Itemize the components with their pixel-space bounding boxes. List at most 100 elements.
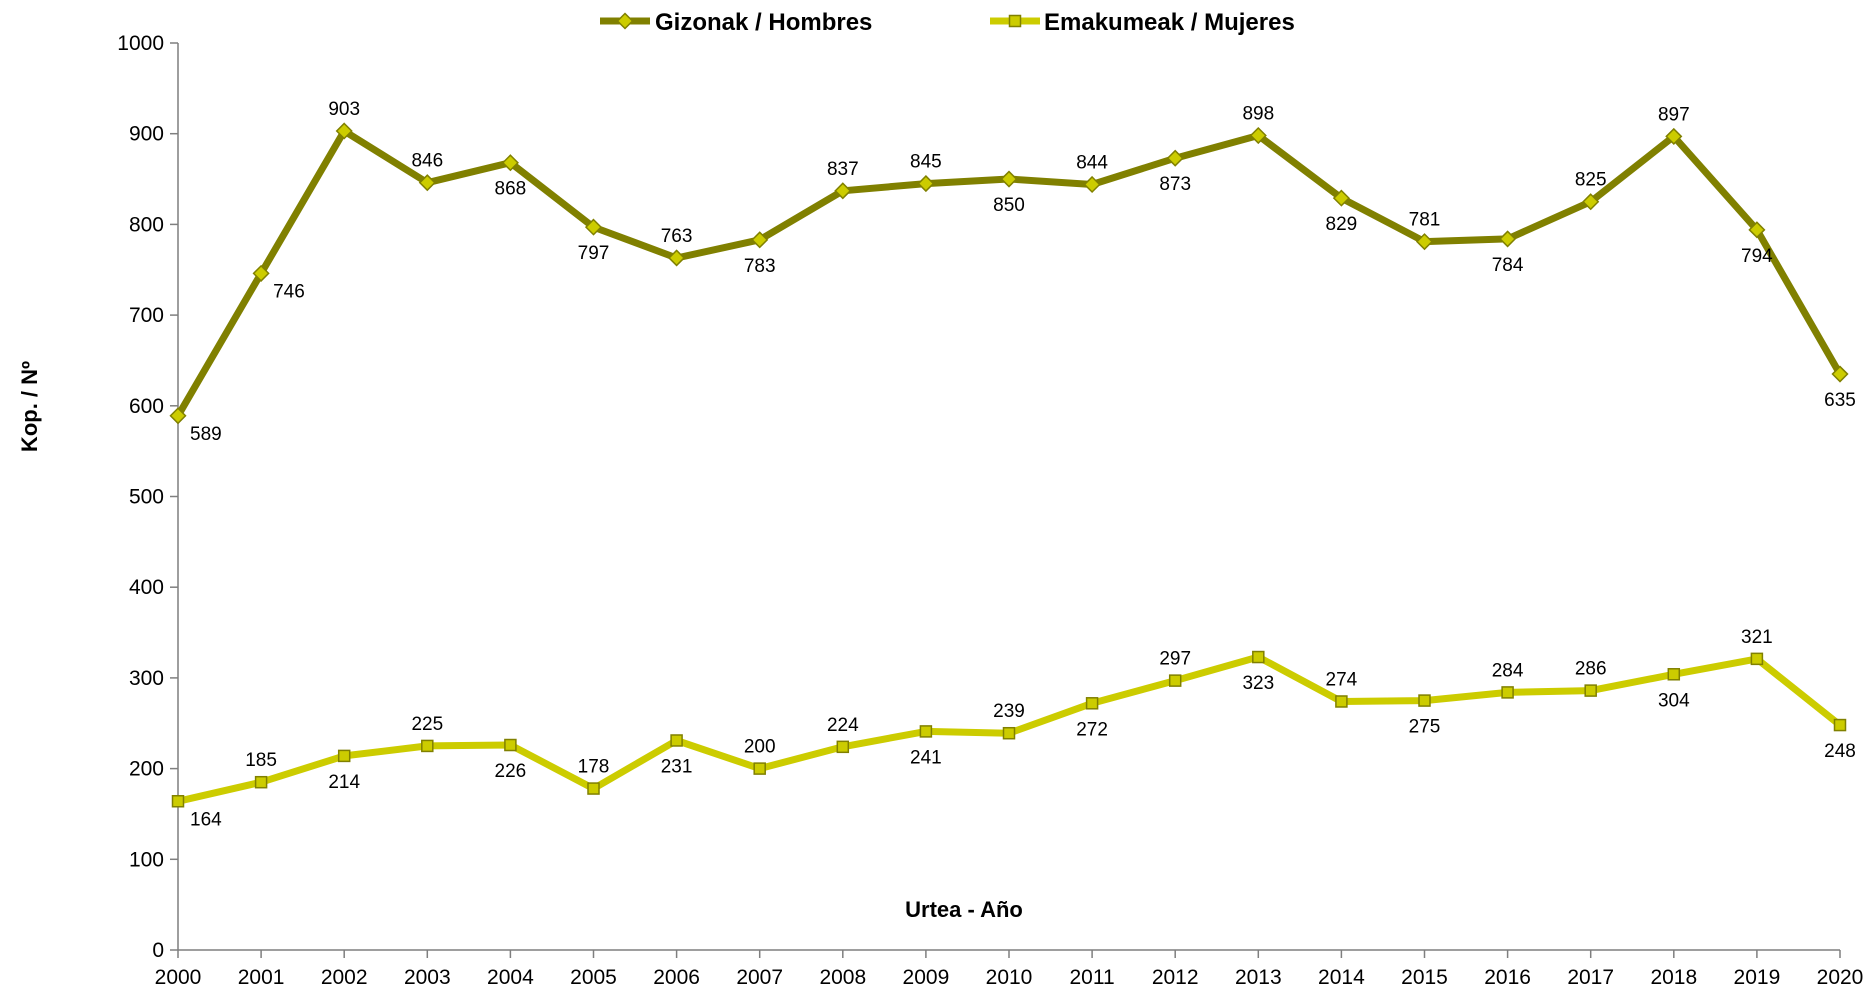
mujeres-point [753, 762, 766, 775]
hombres-data-label: 784 [1492, 255, 1524, 276]
legend-label: Emakumeak / Mujeres [1044, 9, 1295, 36]
hombres-point [584, 218, 603, 236]
y-tick-label: 1000 [117, 32, 164, 55]
mujeres-data-label: 200 [744, 737, 776, 758]
hombres-data-label: 829 [1326, 214, 1358, 235]
hombres-point [1083, 175, 1101, 194]
hombres-data-label: 846 [411, 151, 443, 172]
y-tick-label: 200 [129, 758, 164, 781]
x-tick-label: 2012 [1152, 966, 1199, 989]
hombres-data-label: 868 [495, 179, 527, 200]
x-tick-label: 2004 [487, 966, 534, 989]
x-tick-label: 2000 [155, 966, 202, 989]
x-tick-label: 2009 [903, 966, 950, 989]
y-tick-label: 900 [129, 123, 164, 146]
x-tick-label: 2007 [736, 966, 783, 989]
mujeres-data-label: 248 [1824, 741, 1856, 762]
hombres-point [1665, 127, 1683, 145]
mujeres-data-label: 284 [1492, 660, 1524, 681]
hombres-point [1582, 193, 1600, 211]
mujeres-point [1085, 697, 1099, 710]
mujeres-data-label: 226 [495, 761, 527, 782]
y-tick-label: 300 [129, 667, 164, 690]
hombres-point [1415, 233, 1434, 251]
hombres-data-label: 794 [1741, 246, 1773, 267]
y-tick-label: 400 [129, 576, 164, 599]
hombres-data-label: 589 [190, 424, 222, 445]
hombres-point [335, 122, 353, 140]
hombres-point [1332, 189, 1350, 207]
hombres-point [1249, 126, 1267, 145]
hombres-data-label: 783 [744, 256, 776, 277]
hombres-data-label: 845 [910, 152, 942, 173]
x-tick-label: 2008 [819, 966, 866, 989]
mujeres-point [836, 740, 850, 754]
y-tick-label: 100 [129, 848, 164, 871]
hombres-point [169, 407, 187, 425]
x-tick-label: 2002 [321, 966, 368, 989]
mujeres-point [1501, 686, 1514, 699]
x-tick-label: 2011 [1070, 966, 1115, 989]
mujeres-data-label: 164 [190, 809, 222, 830]
hombres-point [1499, 230, 1517, 248]
hombres-data-label: 797 [578, 243, 610, 264]
hombres-point [1166, 149, 1184, 167]
hombres-point [1000, 170, 1018, 188]
mujeres-data-label: 323 [1242, 673, 1274, 694]
hombres-data-label: 635 [1824, 390, 1856, 411]
hombres-point [751, 231, 769, 249]
y-tick-label: 600 [129, 395, 164, 418]
mujeres-point [1584, 684, 1597, 697]
hombres-point [1748, 221, 1766, 239]
x-axis-title: Urtea - Año [905, 897, 1023, 922]
mujeres-data-label: 214 [328, 772, 360, 793]
mujeres-point [171, 795, 185, 808]
hombres-point [917, 175, 935, 193]
mujeres-data-label: 239 [993, 701, 1025, 722]
mujeres-point [1833, 718, 1847, 732]
mujeres-point [421, 739, 434, 753]
x-tick-label: 2014 [1318, 966, 1365, 989]
y-tick-label: 500 [129, 486, 164, 509]
hombres-data-label: 825 [1575, 170, 1607, 191]
y-tick-label: 0 [152, 939, 164, 962]
x-tick-label: 2003 [404, 966, 451, 989]
mujeres-data-label: 321 [1741, 627, 1773, 648]
mujeres-point [254, 775, 268, 789]
mujeres-point [1750, 652, 1764, 666]
legend-marker [616, 12, 634, 30]
mujeres-point [1667, 668, 1681, 681]
x-tick-label: 2020 [1817, 966, 1864, 989]
x-tick-label: 2018 [1650, 966, 1697, 989]
mujeres-point [1002, 726, 1016, 740]
hombres-data-label: 898 [1242, 104, 1274, 125]
hombres-data-label: 763 [661, 226, 693, 247]
mujeres-data-label: 297 [1159, 649, 1191, 670]
mujeres-point [670, 734, 683, 747]
x-tick-label: 2010 [986, 966, 1033, 989]
y-tick-label: 700 [129, 304, 164, 327]
hombres-point [1831, 365, 1849, 383]
mujeres-point [504, 738, 517, 752]
hombres-data-label: 897 [1658, 104, 1690, 125]
mujeres-point [1418, 694, 1431, 707]
mujeres-point [587, 782, 600, 795]
legend-label: Gizonak / Hombres [655, 9, 872, 36]
mujeres-point [1168, 674, 1182, 687]
mujeres-point [919, 725, 933, 738]
legend-marker [1008, 14, 1022, 28]
x-tick-label: 2017 [1567, 966, 1614, 989]
x-tick-label: 2001 [238, 966, 285, 989]
hombres-data-label: 746 [273, 281, 305, 302]
hombres-point [501, 154, 519, 172]
mujeres-point [337, 749, 351, 763]
y-tick-label: 800 [129, 213, 164, 236]
mujeres-point [1252, 650, 1265, 664]
x-tick-label: 2019 [1734, 966, 1781, 989]
x-tick-label: 2013 [1235, 966, 1282, 989]
mujeres-data-label: 275 [1409, 717, 1441, 738]
mujeres-data-label: 185 [245, 750, 277, 771]
hombres-point [668, 249, 686, 267]
